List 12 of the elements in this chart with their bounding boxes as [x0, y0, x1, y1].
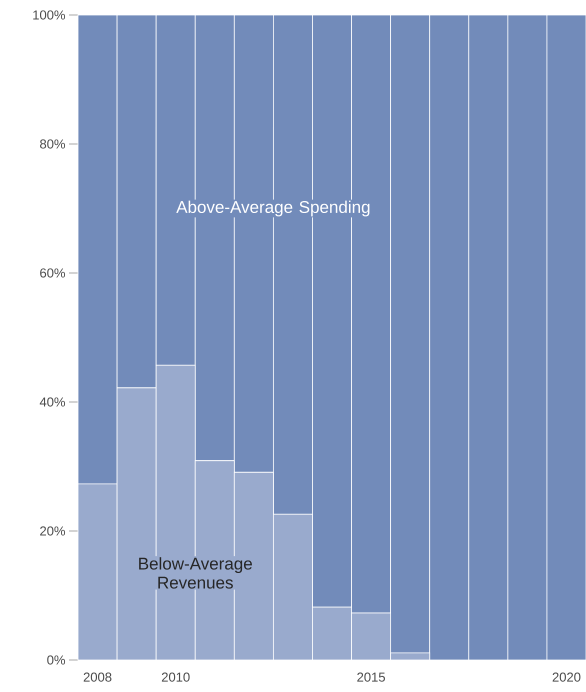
series-label: Below-Average Revenues [139, 557, 252, 589]
x-tick-label: 2008 [84, 672, 112, 682]
series-label: Above-Average Spending [176, 200, 370, 216]
x-tick-label: 2020 [552, 672, 580, 682]
y-tick-label: 80% [40, 139, 66, 149]
x-tick-label: 2010 [162, 672, 190, 682]
x-tick-label: 2015 [357, 672, 385, 682]
y-tick-label: 100% [33, 10, 66, 20]
y-tick-label: 20% [40, 526, 66, 536]
y-tick-label: 60% [40, 268, 66, 278]
y-tick-label: 40% [40, 397, 66, 407]
y-tick-label: 0% [47, 655, 66, 665]
